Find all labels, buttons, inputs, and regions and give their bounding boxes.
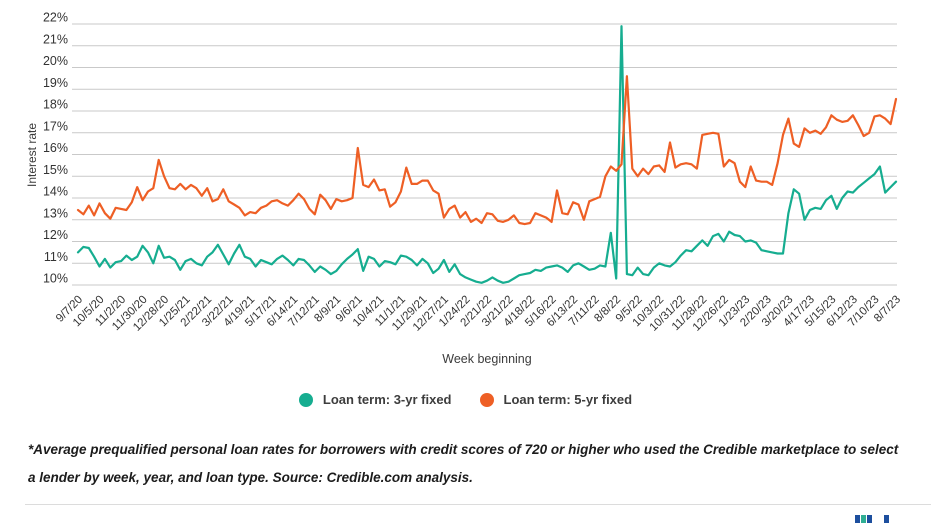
legend-dot-5yr-icon [479, 392, 494, 407]
y-tick-label: 15% [43, 163, 68, 177]
legend-label-3yr: Loan term: 3-yr fixed [322, 392, 452, 407]
footnote: *Average prequalified personal loan rate… [28, 442, 899, 485]
y-tick-label: 10% [43, 272, 68, 286]
legend-item-3yr-fixed: Loan term: 3-yr fixed [298, 392, 452, 407]
line-chart: 22% 21% 20% 19% 18% 17% 16% 15% 14% 13% 12% 11% 10% 9… [25, 11, 903, 367]
x-axis-title: Week beginning [442, 352, 531, 366]
legend-item-5yr-fixed: Loan term: 5-yr fixed [479, 392, 633, 407]
legend-dot-3yr-icon [298, 392, 313, 407]
y-tick-label: 18% [43, 98, 68, 112]
y-tick-label: 16% [43, 141, 68, 155]
logo-bar-icon [884, 515, 889, 523]
series-line-5yr-fixed [76, 75, 898, 226]
logo-bar-icon [855, 515, 860, 523]
y-tick-label: 14% [43, 185, 68, 199]
y-tick-label: 12% [43, 228, 68, 242]
y-axis-title: Interest rate [25, 123, 39, 187]
credible-logo-fragment [855, 515, 895, 523]
y-tick-label: 20% [43, 54, 68, 68]
chart-legend: Loan term: 3-yr fixed Loan term: 5-yr fi… [0, 392, 931, 407]
y-tick-label: 19% [43, 76, 68, 90]
y-tick-label: 11% [44, 250, 68, 264]
y-tick-label: 22% [43, 11, 68, 25]
bottom-divider [25, 504, 931, 505]
logo-bar-icon [867, 515, 872, 523]
legend-label-5yr: Loan term: 5-yr fixed [503, 392, 633, 407]
series-line-3yr-fixed [76, 25, 898, 284]
chart-canvas: 22%21%20%19%18%17%16%15%14%13%12%11%10%9… [25, 11, 903, 367]
logo-bar-icon [861, 515, 866, 523]
y-tick-label: 13% [43, 206, 68, 220]
y-tick-label: 21% [43, 32, 68, 46]
y-tick-label: 17% [43, 119, 68, 133]
